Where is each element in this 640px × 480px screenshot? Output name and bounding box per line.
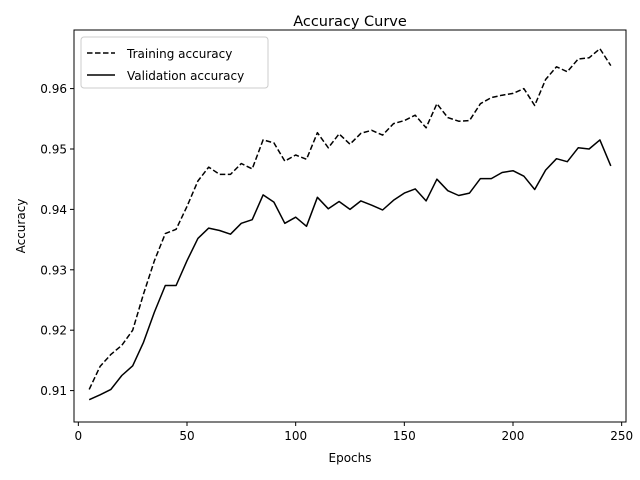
y-tick-label: 0.91: [40, 384, 67, 398]
x-tick-label: 150: [393, 429, 416, 443]
axes-layer: 0 50 100 150 200 250 0.91 0.92 0.93 0.94 0.95 0.96: [40, 82, 633, 443]
y-tick-label: 0.93: [40, 263, 67, 277]
series-line-training: [88, 47, 612, 390]
x-tick-label: 0: [75, 429, 83, 443]
x-tick-label: 200: [502, 429, 525, 443]
y-tick-label: 0.94: [40, 203, 67, 217]
y-axis-label: Accuracy: [14, 199, 28, 254]
x-tick-label: 250: [610, 429, 633, 443]
y-tick-label: 0.95: [40, 142, 67, 156]
x-tick-label: 100: [284, 429, 307, 443]
legend-label-training: Training accuracy: [126, 47, 232, 61]
series-layer: [88, 47, 612, 401]
chart-title: Accuracy Curve: [293, 14, 407, 30]
legend-box: [80, 36, 269, 89]
plot-frame: [73, 29, 627, 423]
series-line-validation: [88, 139, 612, 401]
y-tick-label: 0.92: [40, 324, 67, 338]
x-axis-label: Epochs: [329, 451, 372, 465]
y-tick-label: 0.96: [40, 82, 67, 96]
x-tick-label: 50: [179, 429, 194, 443]
legend: Training accuracy Validation accuracy: [80, 36, 269, 89]
legend-label-validation: Validation accuracy: [127, 69, 244, 83]
